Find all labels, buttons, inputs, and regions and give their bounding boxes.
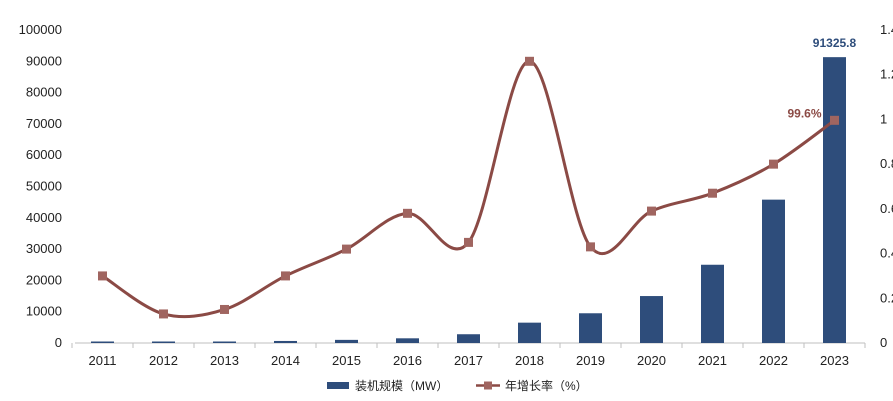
bar <box>91 341 114 343</box>
y-left-tick-label: 70000 <box>26 116 62 131</box>
bar <box>335 339 358 343</box>
bar <box>701 264 724 343</box>
x-tick-label: 2021 <box>698 353 727 368</box>
x-tick-label: 2017 <box>454 353 483 368</box>
y-left-tick-label: 0 <box>55 335 62 350</box>
legend: 装机规模（MW） 年增长率（%） <box>327 378 588 393</box>
x-tick-label: 2023 <box>820 353 849 368</box>
line-point <box>159 309 168 319</box>
x-tick-label: 2019 <box>576 353 605 368</box>
data-labels-group: 91325.8 99.6% <box>787 36 856 120</box>
bar <box>152 341 175 343</box>
x-tick-label: 2015 <box>332 353 361 368</box>
y-right-tick-label: 1.4 <box>880 22 893 37</box>
y-right-tick-label: 0.4 <box>880 246 893 261</box>
y-left-tick-label: 80000 <box>26 85 62 100</box>
line-point <box>220 304 229 314</box>
x-tick-label: 2012 <box>149 353 178 368</box>
bar <box>823 57 846 344</box>
y-left-tick-label: 90000 <box>26 53 62 68</box>
line-point <box>769 159 778 169</box>
legend-swatch-bar <box>327 382 349 389</box>
data-label: 91325.8 <box>813 36 857 50</box>
bar <box>579 313 602 343</box>
line-point <box>708 188 717 198</box>
bar <box>396 338 419 343</box>
bar <box>640 296 663 343</box>
axes-group: 0 10000 20000 30000 40000 50000 60000 70000 8000… <box>19 22 893 368</box>
line-point <box>647 206 656 216</box>
data-label: 99.6% <box>787 106 821 120</box>
x-tick-label: 2016 <box>393 353 422 368</box>
bar <box>457 334 480 343</box>
y-left-tick-label: 60000 <box>26 147 62 162</box>
y-right-tick-label: 1 <box>880 111 887 126</box>
legend-swatch-marker <box>484 381 492 390</box>
x-tick-label: 2011 <box>89 353 117 368</box>
y-right-tick-label: 1.2 <box>880 67 893 82</box>
x-tick-label: 2013 <box>210 353 239 368</box>
line-group <box>98 56 839 319</box>
x-tick-label: 2020 <box>637 353 666 368</box>
bars-group <box>91 57 846 344</box>
bar <box>274 340 297 343</box>
legend-label-line: 年增长率（%） <box>505 378 588 393</box>
line-point <box>281 271 290 281</box>
line-point <box>525 56 534 66</box>
y-right-tick-label: 0.2 <box>880 290 893 305</box>
line-point <box>464 237 473 247</box>
y-left-tick-label: 10000 <box>26 304 62 319</box>
line-point <box>98 271 107 281</box>
y-right-tick-label: 0 <box>880 335 887 350</box>
y-left-tick-label: 20000 <box>26 272 62 287</box>
y-right-tick-label: 0.8 <box>880 156 893 171</box>
line-point <box>342 244 351 254</box>
growth-rate-line <box>101 59 836 319</box>
bar <box>518 322 541 343</box>
bar <box>762 199 785 343</box>
line-point <box>586 242 595 252</box>
line-point <box>403 208 412 218</box>
y-left-tick-label: 50000 <box>26 179 62 194</box>
x-tick-label: 2018 <box>515 353 544 368</box>
bar <box>213 341 236 343</box>
x-tick-label: 2022 <box>759 353 788 368</box>
y-left-tick-label: 40000 <box>26 210 62 225</box>
y-left-tick-label: 30000 <box>26 241 62 256</box>
y-left-tick-label: 100000 <box>19 22 62 37</box>
legend-label-bar: 装机规模（MW） <box>355 378 448 393</box>
x-tick-label: 2014 <box>271 353 300 368</box>
line-point <box>830 115 839 125</box>
y-right-tick-label: 0.6 <box>880 201 893 216</box>
